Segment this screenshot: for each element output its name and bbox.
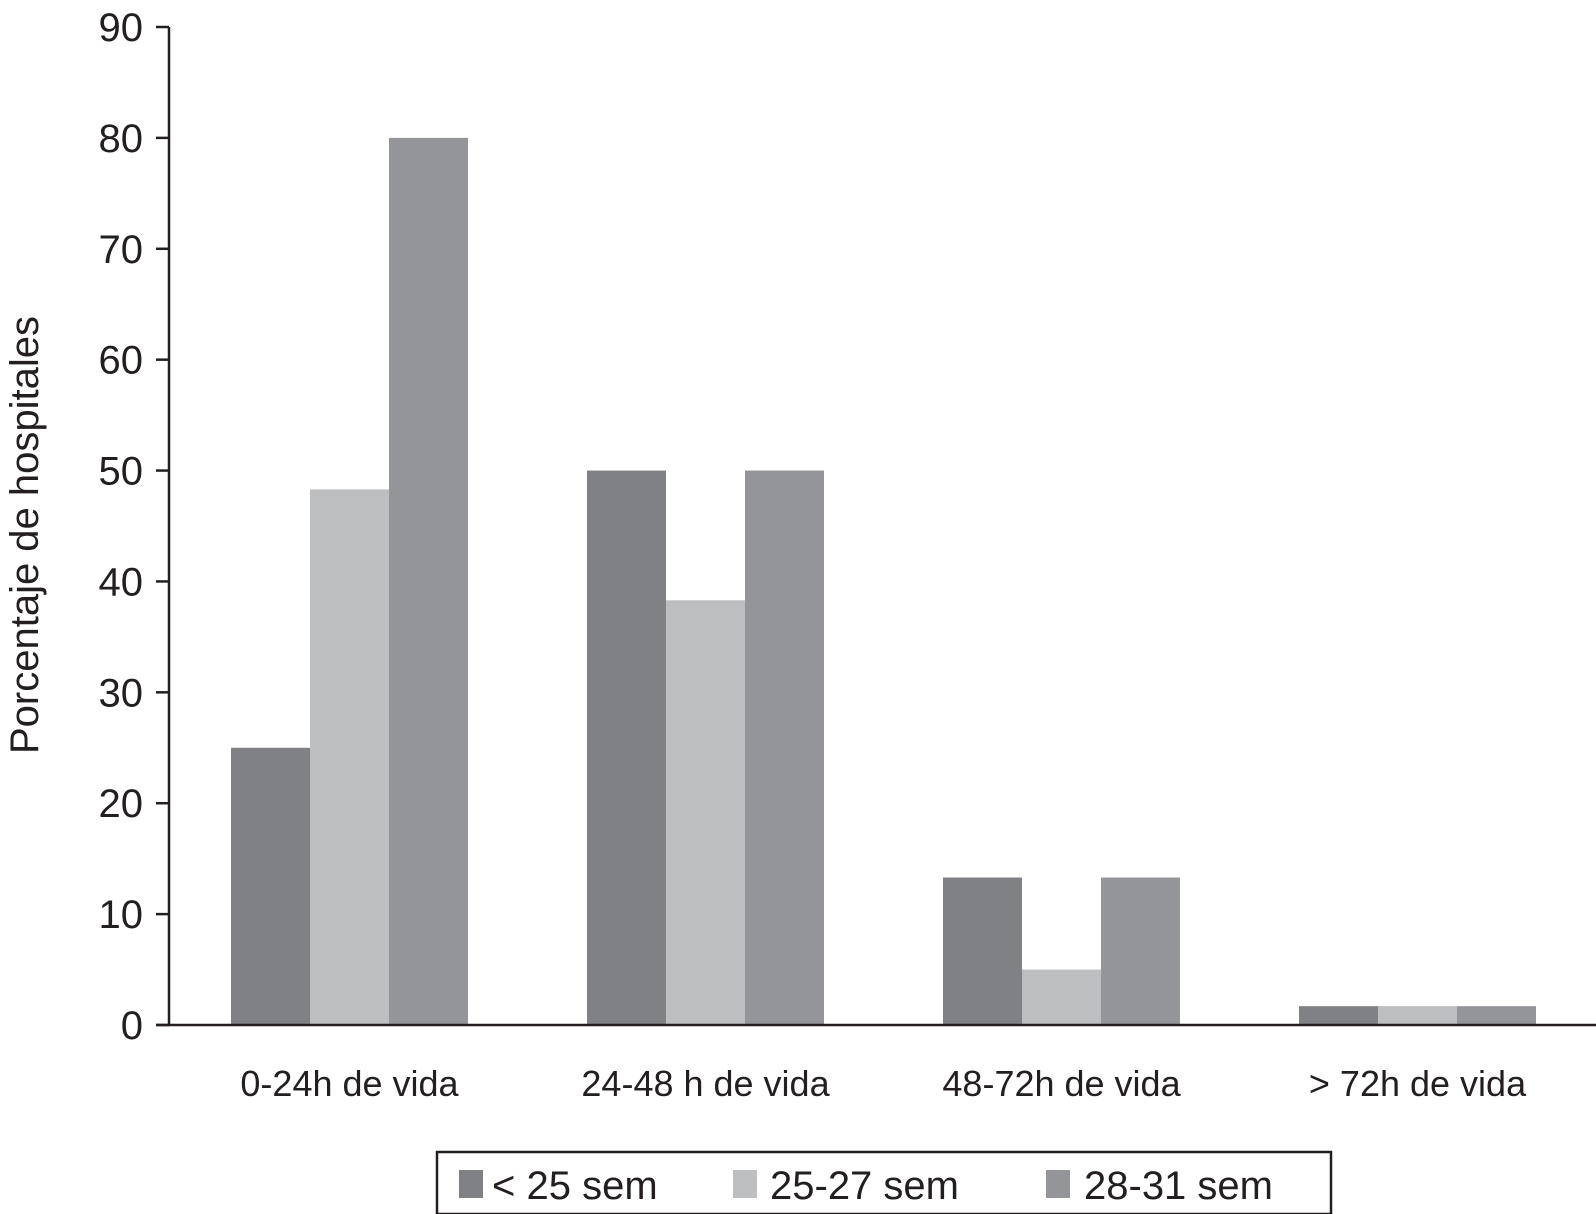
- y-axis-title: Porcentaje de hospitales: [3, 316, 47, 754]
- y-tick-label: 30: [99, 671, 144, 715]
- y-tick-label: 20: [99, 782, 144, 826]
- bar-2-series-1: [587, 470, 666, 1025]
- bar-1-series-2: [310, 489, 389, 1025]
- y-tick-label: 10: [99, 893, 144, 937]
- axes: [156, 27, 1596, 1027]
- y-tick-label: 80: [99, 117, 144, 161]
- legend-label-1: < 25 sem: [492, 1164, 658, 1208]
- legend-box: [435, 1150, 1333, 1214]
- bar-1-series-3: [389, 137, 468, 1025]
- bar-3-series-1: [943, 877, 1022, 1025]
- bar-2-series-2: [666, 600, 745, 1025]
- bar-3-series-2: [1022, 969, 1101, 1025]
- x-axis-labels: 0-24h de vida 24-48 h de vida 48-72h de vi…: [240, 1063, 1527, 1104]
- legend-swatch-2: [733, 1170, 757, 1198]
- y-tick-label: 70: [99, 228, 144, 272]
- x-category-label: 24-48 h de vida: [581, 1063, 830, 1104]
- legend: < 25 sem 25-27 sem 28-31 sem: [435, 1150, 1333, 1214]
- y-tick-label: 60: [99, 339, 144, 383]
- bar-4-series-2: [1378, 1006, 1457, 1025]
- bar-4-series-1: [1299, 1006, 1378, 1025]
- bar-1-series-1: [231, 747, 310, 1025]
- legend-swatch-1: [459, 1170, 483, 1198]
- y-tick-label: 90: [99, 6, 144, 50]
- bar-3-series-3: [1101, 877, 1180, 1025]
- legend-swatch-3: [1046, 1170, 1070, 1198]
- y-tick-label: 40: [99, 560, 144, 604]
- legend-label-2: 25-27 sem: [770, 1164, 959, 1208]
- bar-2-series-3: [745, 470, 824, 1025]
- x-category-label: 48-72h de vida: [942, 1063, 1181, 1104]
- y-tick-label: 0: [121, 1004, 143, 1048]
- y-axis-ticks: 0 10 20 30 40 50 60 70 80 90: [99, 6, 169, 1048]
- x-category-label: 0-24h de vida: [240, 1063, 459, 1104]
- x-category-label: > 72h de vida: [1309, 1063, 1527, 1104]
- legend-label-3: 28-31 sem: [1084, 1164, 1273, 1208]
- bar-4-series-3: [1457, 1006, 1536, 1025]
- y-tick-label: 50: [99, 450, 144, 494]
- bars: [231, 137, 1536, 1025]
